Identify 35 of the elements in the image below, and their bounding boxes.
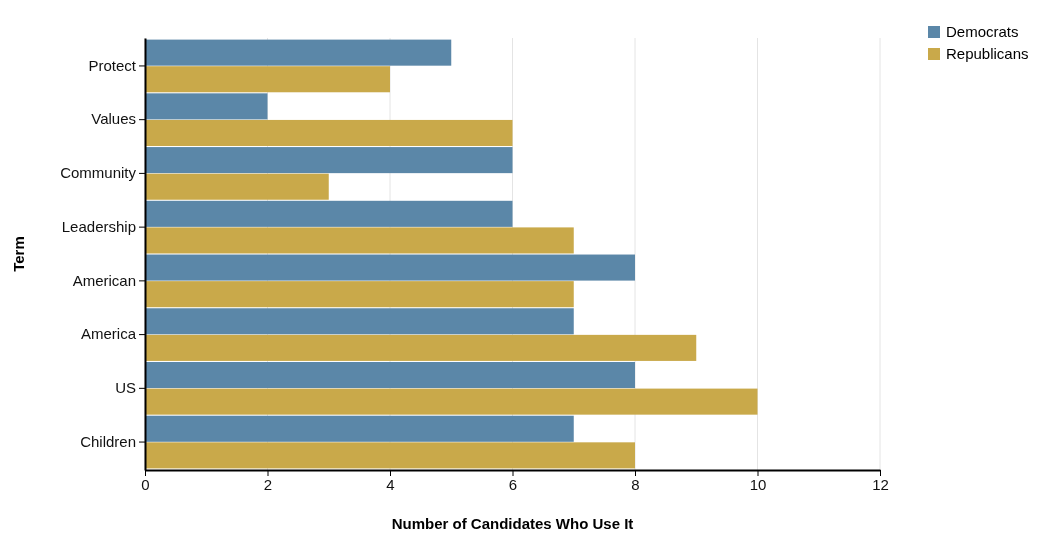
x-tick-label: 2 [263,475,273,493]
y-tick-label: US [115,379,136,397]
bar [145,281,574,308]
bar [145,66,390,93]
y-tick-label: America [80,325,137,343]
y-tick-label: Values [91,110,136,128]
bar [145,442,635,469]
bar [145,362,635,389]
x-axis-title: Number of Candidates Who Use It [391,515,634,532]
bar [145,334,697,361]
bar [145,119,513,147]
y-tick-label: Protect [88,56,137,74]
x-tick-label: 12 [872,475,889,493]
bar [145,415,574,442]
y-tick-label: Community [60,164,137,182]
x-tick-label: 10 [749,475,767,493]
bar [145,173,329,200]
bar [145,200,513,227]
y-tick-label: Leadership [61,217,136,235]
legend-label: Democrats [946,23,1019,40]
x-tick-label: 0 [141,475,150,493]
y-tick-label: American [72,271,136,289]
bar [145,388,758,415]
legend-label: Republicans [946,45,1029,62]
y-tick-label: Children [80,432,136,450]
bar [145,39,452,66]
bar [145,147,513,174]
x-tick-label: 8 [631,475,640,493]
bar [145,308,574,335]
bar [145,93,268,120]
x-tick-label: 6 [508,475,518,493]
x-tick-label: 4 [386,475,395,493]
bar [145,227,574,254]
bar [145,254,635,281]
y-axis-title: Term [10,236,27,272]
